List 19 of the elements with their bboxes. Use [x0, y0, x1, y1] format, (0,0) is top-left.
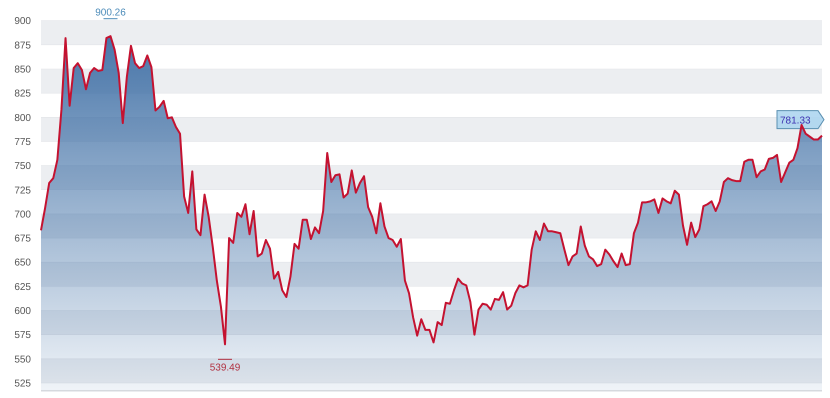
annotation: 539.49 — [210, 362, 241, 374]
y-tick-label: 650 — [14, 258, 32, 269]
y-tick-label: 775 — [14, 136, 32, 148]
y-tick-label: 825 — [14, 88, 32, 100]
y-tick-label: 850 — [14, 64, 32, 76]
y-tick-label: 800 — [14, 112, 32, 124]
y-tick-label: 725 — [14, 185, 32, 196]
y-tick-label: 575 — [14, 330, 32, 342]
y-tick-label: 675 — [14, 234, 32, 245]
text: 900.26 — [95, 8, 126, 19]
y-tick-label: 750 — [14, 161, 32, 172]
y-tick-label: 900 — [14, 16, 32, 28]
y-tick-label: 550 — [14, 354, 32, 366]
annotation: 781.33 — [780, 116, 812, 127]
y-tick-label: 875 — [14, 40, 32, 52]
y-tick-label: 600 — [14, 306, 32, 318]
y-tick-label: 625 — [14, 282, 32, 293]
y-tick-label: 525 — [14, 378, 32, 390]
y-tick-label: 700 — [14, 209, 32, 220]
